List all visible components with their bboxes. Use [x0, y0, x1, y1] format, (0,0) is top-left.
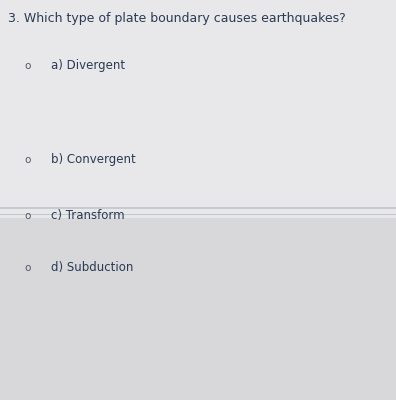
Text: o: o [25, 61, 31, 71]
Text: c) Transform: c) Transform [51, 210, 125, 222]
Text: b) Convergent: b) Convergent [51, 154, 136, 166]
Text: o: o [25, 263, 31, 273]
Text: d) Subduction: d) Subduction [51, 262, 134, 274]
Text: a) Divergent: a) Divergent [51, 60, 126, 72]
Text: o: o [25, 155, 31, 165]
Bar [0, 218, 396, 400]
Text: 3. Which type of plate boundary causes earthquakes?: 3. Which type of plate boundary causes e… [8, 12, 346, 25]
Text: o: o [25, 211, 31, 221]
Bar [0, 0, 396, 218]
